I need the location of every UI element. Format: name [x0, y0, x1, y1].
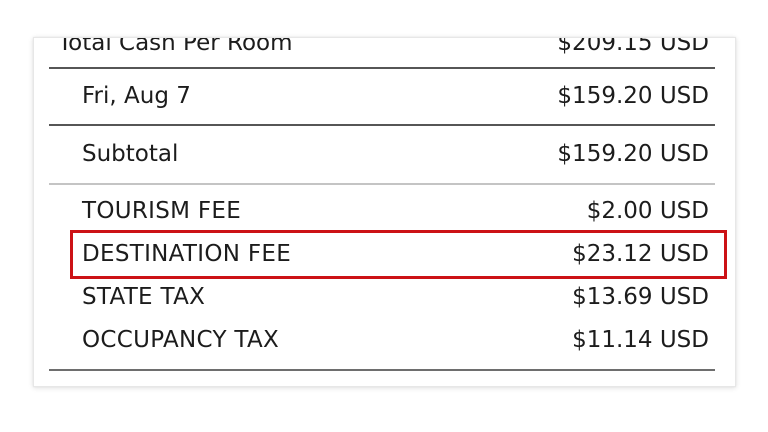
total-cash-per-room-label: Total Cash Per Room	[58, 37, 293, 57]
destination-fee-amount: $23.12 USD	[572, 240, 709, 267]
tourism-fee-row: TOURISM FEE $2.00 USD	[34, 190, 735, 233]
divider-below-total	[49, 67, 715, 69]
state-tax-amount: $13.69 USD	[572, 283, 709, 310]
price-breakdown-card: Total Cash Per Room $209.15 USD Fri, Aug…	[33, 37, 736, 387]
destination-fee-row-highlighted: DESTINATION FEE $23.12 USD	[70, 230, 727, 279]
subtotal-label: Subtotal	[82, 140, 179, 167]
fees-section: TOURISM FEE $2.00 USD DESTINATION FEE $2…	[34, 190, 735, 362]
occupancy-tax-amount: $11.14 USD	[572, 326, 709, 353]
subtotal-row: Subtotal $159.20 USD	[34, 126, 735, 183]
state-tax-row: STATE TAX $13.69 USD	[34, 276, 735, 319]
total-cash-per-room-row: Total Cash Per Room $209.15 USD	[34, 37, 735, 67]
tourism-fee-amount: $2.00 USD	[586, 197, 709, 224]
subtotal-amount: $159.20 USD	[557, 140, 709, 167]
nightly-rate-date-label: Fri, Aug 7	[82, 82, 191, 109]
occupancy-tax-row: OCCUPANCY TAX $11.14 USD	[34, 319, 735, 362]
occupancy-tax-label: OCCUPANCY TAX	[82, 326, 280, 353]
nightly-rate-row: Fri, Aug 7 $159.20 USD	[34, 69, 735, 124]
state-tax-label: STATE TAX	[82, 283, 206, 310]
total-cash-per-room-amount: $209.15 USD	[557, 37, 709, 57]
divider-bottom	[49, 369, 715, 371]
destination-fee-label: DESTINATION FEE	[82, 240, 292, 267]
nightly-rate-amount: $159.20 USD	[557, 82, 709, 109]
tourism-fee-label: TOURISM FEE	[82, 197, 242, 224]
divider-below-subtotal	[49, 183, 715, 185]
divider-below-date	[49, 124, 715, 126]
